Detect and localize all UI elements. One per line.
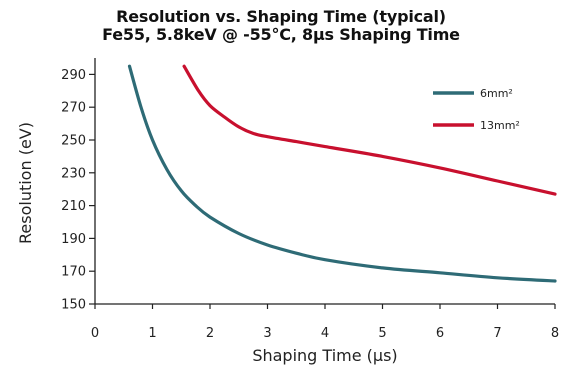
x-tick-label: 0: [91, 326, 99, 341]
y-ticks: 150 170 190 210 230 250 270 290: [61, 68, 95, 313]
y-tick-label: 150: [61, 298, 86, 313]
x-tick-label: 8: [551, 326, 559, 341]
legend-label-1: 13mm²: [480, 119, 520, 132]
series-line-1: [182, 64, 557, 196]
y-tick-label: 230: [61, 166, 86, 181]
y-tick-label: 270: [61, 101, 86, 116]
series-lines: [127, 64, 557, 283]
x-tick-label: 6: [436, 326, 444, 341]
y-tick-label: 170: [61, 265, 86, 280]
x-tick-label: 3: [263, 326, 271, 341]
x-axis-label: Shaping Time (µs): [252, 346, 397, 365]
x-tick-label: 4: [321, 326, 329, 341]
x-tick-label: 2: [206, 326, 214, 341]
legend: 6mm² 13mm²: [433, 87, 520, 132]
legend-label-0: 6mm²: [480, 87, 513, 100]
y-tick-label: 210: [61, 199, 86, 214]
y-axis-label: Resolution (eV): [16, 122, 35, 244]
y-tick-label: 290: [61, 68, 86, 83]
chart-subtitle: Fe55, 5.8keV @ -55°C, 8µs Shaping Time: [102, 25, 460, 44]
y-tick-label: 250: [61, 134, 86, 149]
x-ticks: 0 1 2 3 4 5 6 7 8: [91, 304, 559, 341]
x-tick-label: 5: [378, 326, 386, 341]
x-tick-label: 7: [493, 326, 501, 341]
series-line-0: [127, 64, 557, 283]
y-tick-label: 190: [61, 232, 86, 247]
x-tick-label: 1: [148, 326, 156, 341]
chart-title: Resolution vs. Shaping Time (typical): [116, 7, 446, 26]
